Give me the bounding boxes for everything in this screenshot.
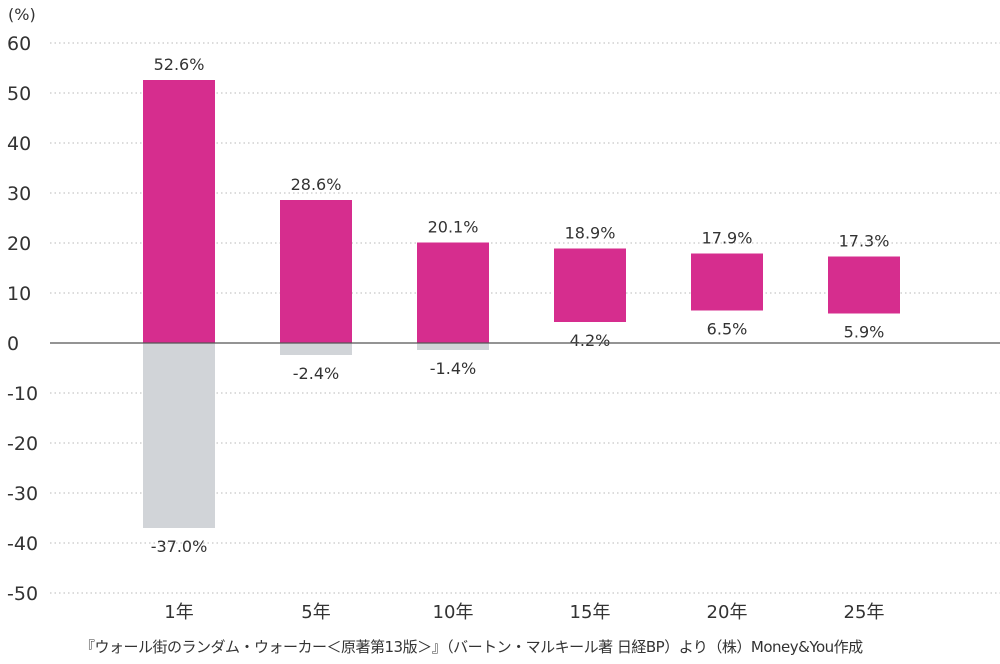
y-tick-label: -50 <box>7 583 38 605</box>
data-label-max: 17.9% <box>702 229 753 248</box>
x-tick-label: 25年 <box>844 602 885 623</box>
bar-positive <box>828 256 900 314</box>
y-tick-label: 0 <box>7 333 19 355</box>
bar-positive <box>143 80 215 343</box>
bar-positive <box>691 253 763 311</box>
x-tick-label: 20年 <box>707 602 748 623</box>
y-tick-label: -40 <box>7 533 38 555</box>
data-label-min: 4.2% <box>570 331 611 350</box>
data-label-max: 28.6% <box>291 175 342 194</box>
bar-positive <box>417 242 489 343</box>
data-label-min: 6.5% <box>707 320 748 339</box>
y-tick-label: 10 <box>7 283 31 305</box>
y-tick-label: 20 <box>7 233 31 255</box>
returns-range-chart: (%) 60 50 40 30 20 10 0 -10 -20 -30 -40 -50 52.6% -37.… <box>7 5 1000 623</box>
y-tick-label: -30 <box>7 483 38 505</box>
bar-positive <box>280 200 352 343</box>
y-tick-label: 50 <box>7 83 31 105</box>
x-tick-label: 1年 <box>164 602 193 623</box>
x-tick-label: 15年 <box>570 602 611 623</box>
source-note: 『ウォール街のランダム・ウォーカー＜原著第13版＞』（バートン・マルキール著 日… <box>80 638 863 656</box>
x-tick-label: 10年 <box>433 602 474 623</box>
data-label-max: 52.6% <box>154 55 205 74</box>
data-label-min: -2.4% <box>293 364 339 383</box>
data-label-max: 18.9% <box>565 224 616 243</box>
bar-positive <box>554 248 626 322</box>
y-axis-unit-label: (%) <box>8 5 36 24</box>
y-tick-label: -10 <box>7 383 38 405</box>
data-label-max: 20.1% <box>428 218 479 237</box>
data-label-min: -1.4% <box>430 359 476 378</box>
data-label-min: 5.9% <box>844 323 885 342</box>
y-tick-label: 60 <box>7 33 31 55</box>
y-tick-label: -20 <box>7 433 38 455</box>
data-label-min: -37.0% <box>151 537 208 556</box>
x-tick-label: 5年 <box>301 602 330 623</box>
y-tick-label: 30 <box>7 183 31 205</box>
bar-negative <box>417 343 489 350</box>
bar-negative <box>143 343 215 528</box>
bar-negative <box>280 343 352 355</box>
data-label-max: 17.3% <box>839 232 890 251</box>
y-tick-label: 40 <box>7 133 31 155</box>
